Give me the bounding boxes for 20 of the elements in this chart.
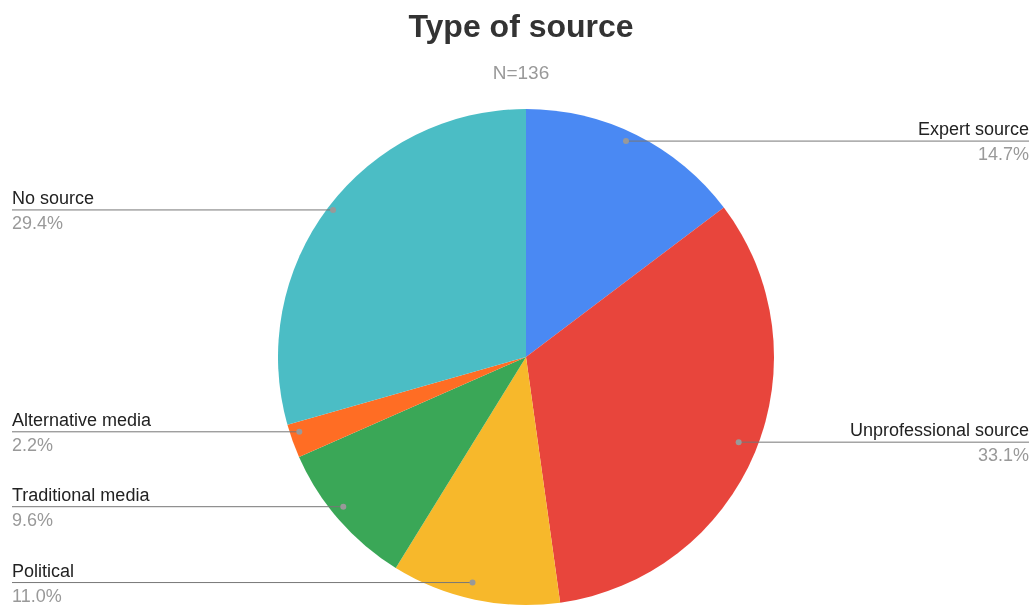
- pie-slice: [299, 357, 526, 569]
- pie-slice: [395, 357, 561, 605]
- data-label: 14.7%: [977, 144, 1029, 165]
- data-label: 9.6%: [12, 509, 54, 530]
- data-label: 29.4%: [12, 212, 64, 233]
- slice-label: No source: [12, 187, 95, 208]
- pie-slice: [278, 109, 526, 425]
- pie-slice: [526, 109, 724, 357]
- data-label: 2.2%: [12, 434, 54, 455]
- data-label: 33.1%: [977, 445, 1029, 466]
- chart-title: Type of source: [407, 8, 635, 45]
- slice-label: Expert source: [917, 119, 1029, 140]
- pie-slice: [526, 207, 774, 603]
- slice-label: Unprofessional source: [849, 420, 1029, 441]
- data-label: 11.0%: [12, 585, 62, 606]
- chart-subtitle: N=136: [491, 62, 551, 84]
- slice-label: Alternative media: [12, 409, 153, 430]
- slice-label: Traditional media: [12, 484, 151, 505]
- slice-label: Political: [12, 560, 75, 581]
- pie-slice: [287, 357, 526, 457]
